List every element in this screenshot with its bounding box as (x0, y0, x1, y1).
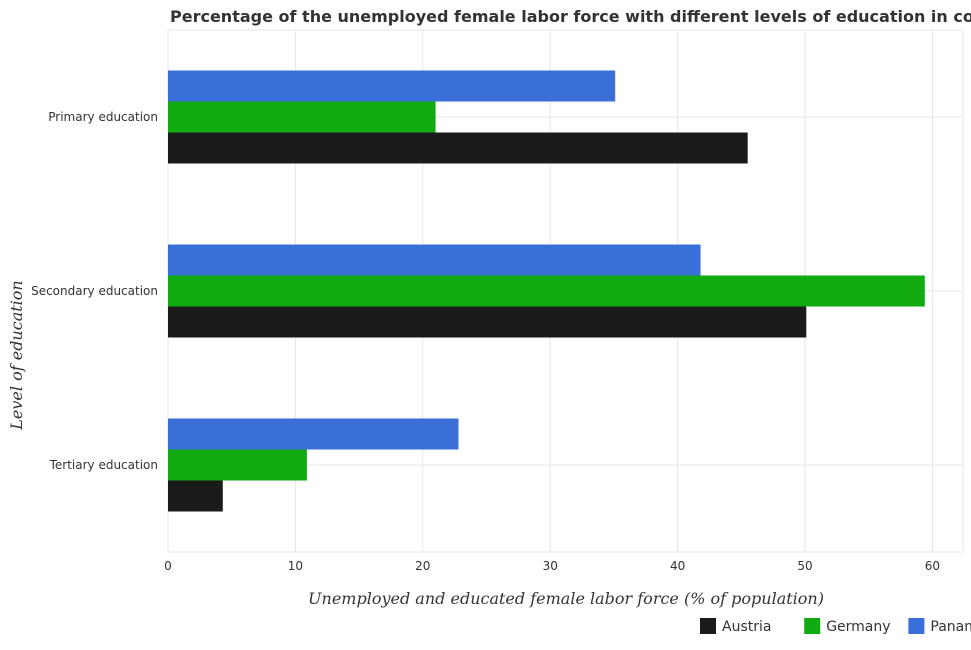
bars (168, 70, 925, 512)
bar-austria-0 (168, 132, 748, 164)
legend-swatch-panama (908, 618, 925, 634)
legend-swatch-germany (804, 618, 821, 634)
y-tick-labels: Primary education Secondary education Tert… (31, 110, 158, 472)
x-tick-label: 0 (164, 559, 172, 573)
legend-label-panama: Panama (930, 619, 971, 635)
x-tick-label: 10 (288, 559, 303, 573)
x-axis-label: Unemployed and educated female labor for… (308, 589, 824, 608)
bar-austria-1 (168, 306, 807, 338)
y-tick-label: Tertiary education (49, 458, 158, 472)
bar-panama-0 (168, 70, 616, 102)
bar-germany-1 (168, 275, 925, 307)
x-tick-label: 50 (797, 559, 812, 573)
legend-label-germany: Germany (826, 619, 890, 635)
y-axis-label: Level of education (7, 280, 26, 430)
bar-panama-2 (168, 418, 459, 450)
bar-germany-0 (168, 101, 436, 133)
bar-austria-2 (168, 480, 223, 512)
x-tick-label: 40 (670, 559, 685, 573)
chart-title: Percentage of the unemployed female labo… (170, 7, 971, 26)
y-tick-label: Primary education (48, 110, 158, 124)
legend: Austria Germany Panama (700, 618, 971, 635)
x-tick-label: 30 (543, 559, 558, 573)
legend-swatch-austria (700, 618, 716, 634)
bar-germany-2 (168, 449, 307, 481)
x-tick-labels: 0 10 20 30 40 50 60 (164, 559, 940, 573)
x-tick-label: 60 (925, 559, 940, 573)
y-tick-label: Secondary education (31, 284, 158, 298)
x-tick-label: 20 (415, 559, 430, 573)
legend-label-austria: Austria (722, 619, 771, 635)
bar-panama-1 (168, 244, 701, 276)
